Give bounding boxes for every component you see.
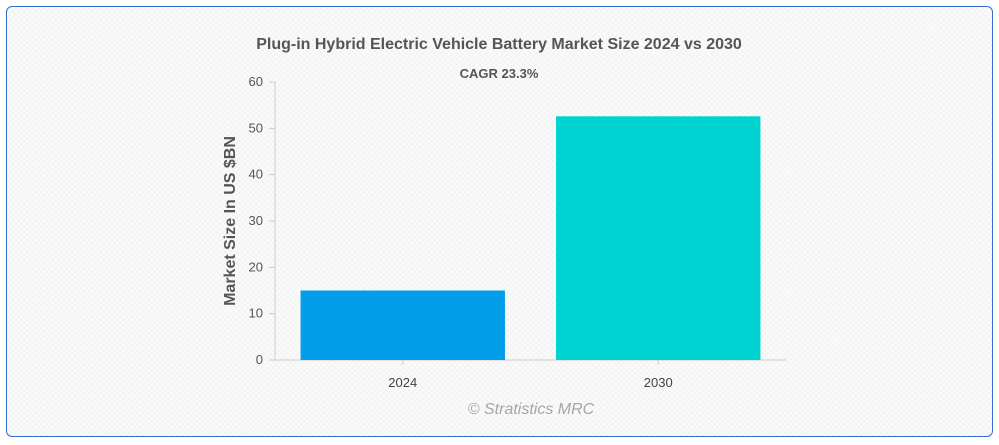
bar-2030: [556, 116, 761, 360]
bars: [300, 116, 761, 360]
y-tick-label: 20: [249, 259, 263, 274]
y-tick-label: 30: [249, 213, 263, 228]
y-tick-label: 60: [249, 74, 263, 89]
y-tick-label: 0: [256, 352, 263, 367]
x-tick-label-2030: 2030: [644, 375, 673, 390]
x-tick-label-2024: 2024: [388, 375, 417, 390]
chart-title: Plug-in Hybrid Electric Vehicle Battery …: [256, 36, 742, 53]
y-tick-label: 40: [249, 167, 263, 182]
x-ticks: 2024 2030: [388, 360, 673, 390]
y-tick-label: 50: [249, 120, 263, 135]
y-ticks: 0 10 20 30 40 50 60: [249, 74, 275, 367]
cagr-annotation: CAGR 23.3%: [460, 66, 539, 81]
y-tick-label: 10: [249, 306, 263, 321]
y-axis-label: Market Size In US $BN: [222, 136, 239, 306]
bar-2024: [300, 290, 505, 360]
credit-text: © Stratistics MRC: [468, 401, 595, 418]
chart-frame: [6, 6, 993, 437]
